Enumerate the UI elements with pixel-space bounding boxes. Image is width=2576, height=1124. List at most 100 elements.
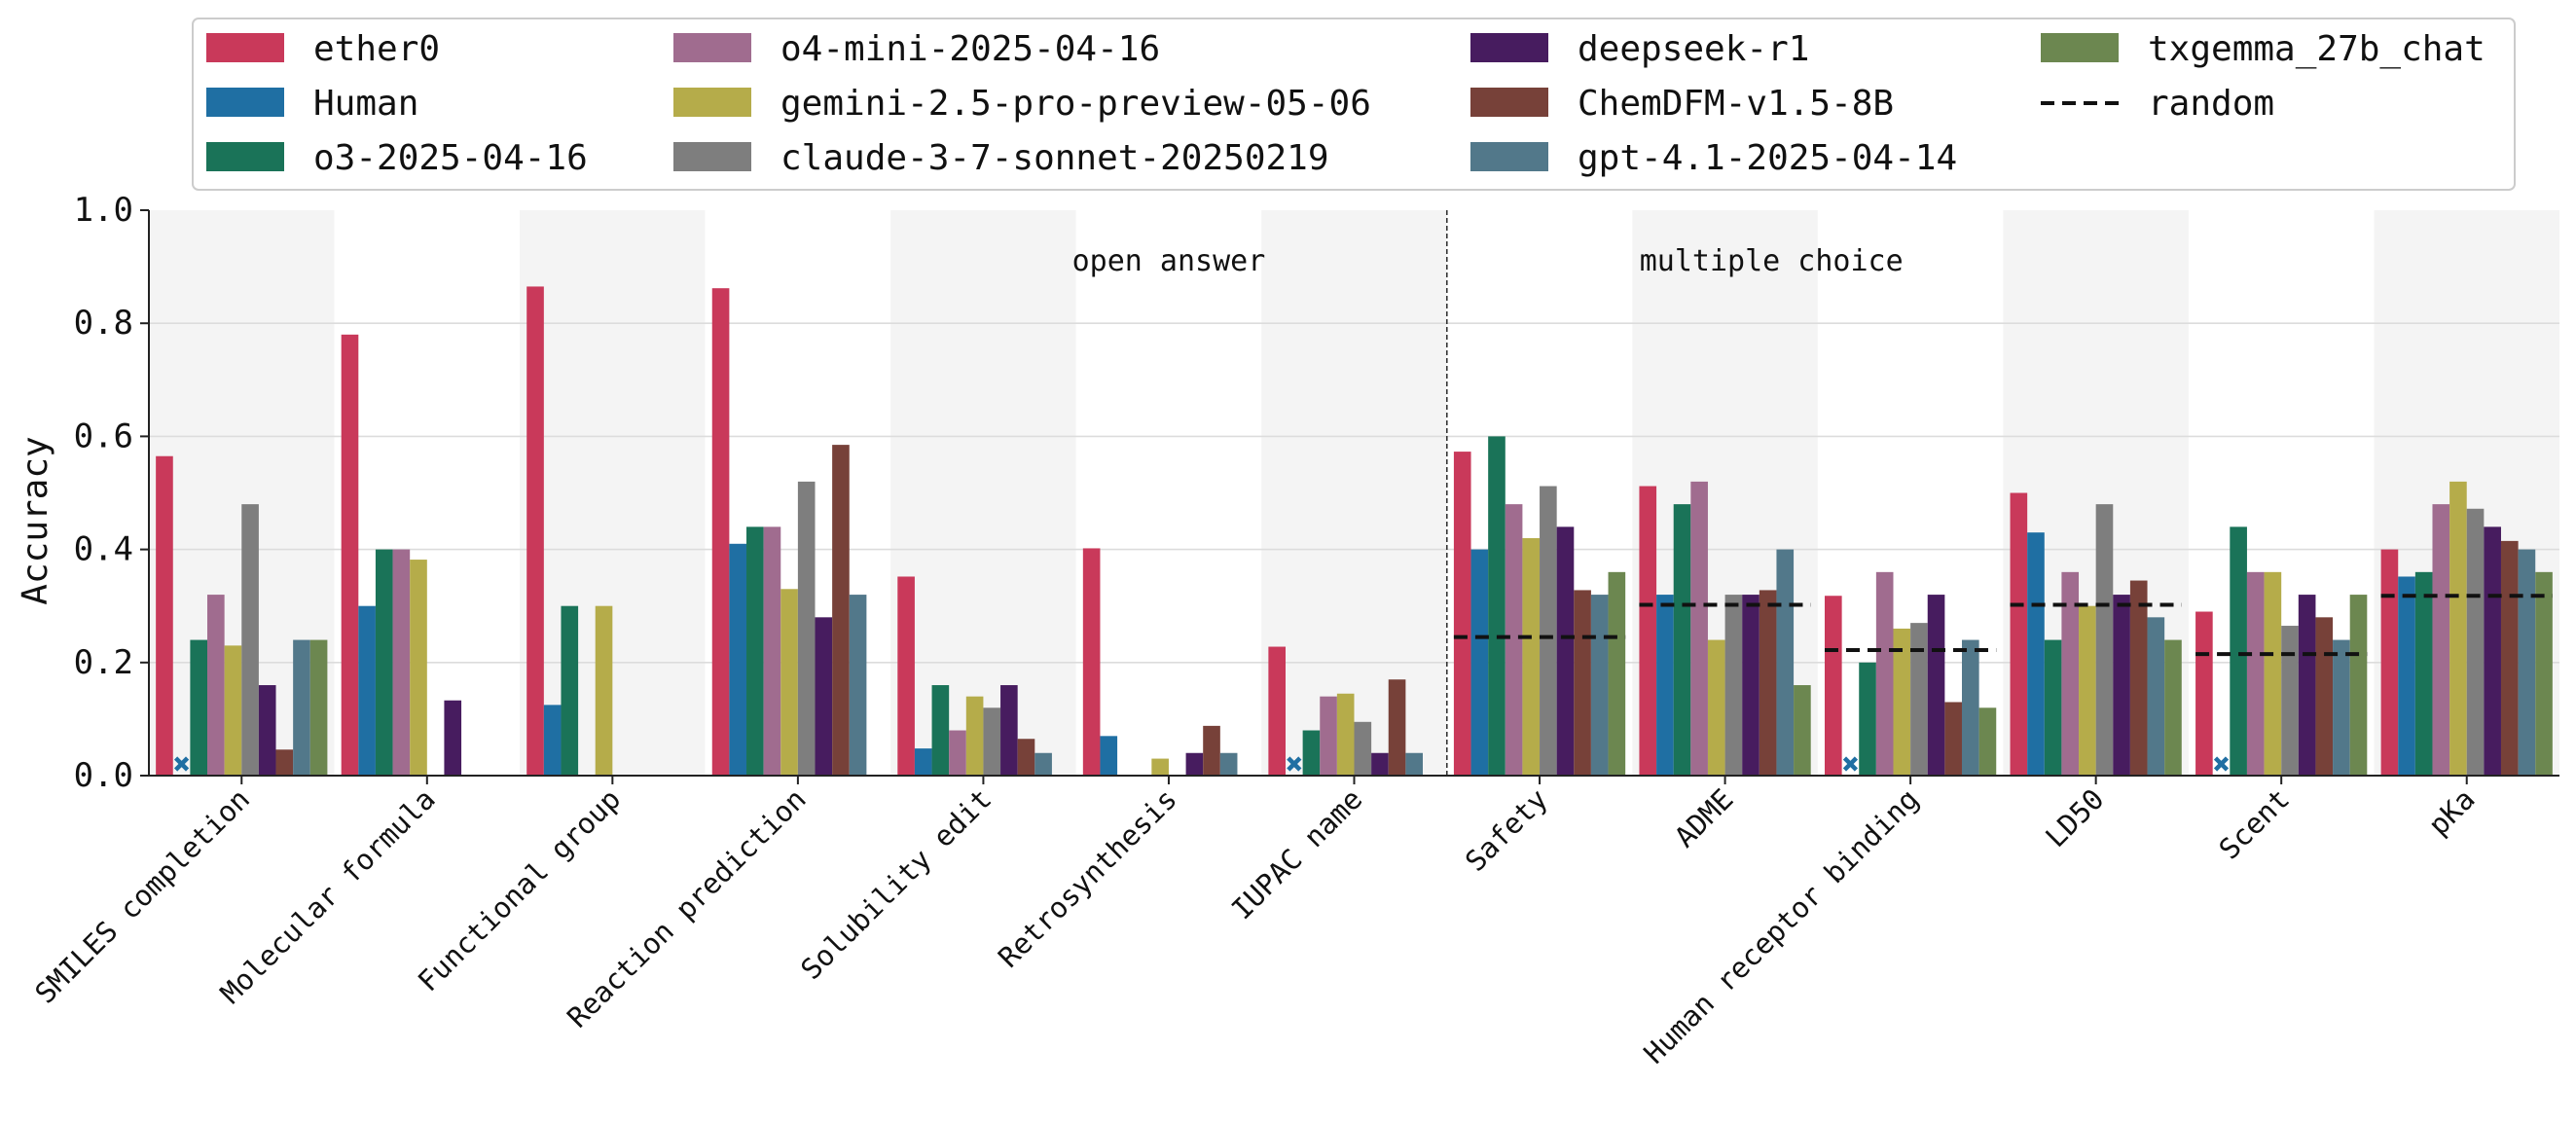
missing-marker-smiles-completion <box>173 756 190 772</box>
bar-ld50-deepseek-r1 <box>2113 595 2130 776</box>
bar-pka-ether0 <box>2380 549 2399 776</box>
band-iupac-name <box>1261 210 1447 776</box>
legend-item-gpt-4-1-2025-04-14: gpt-4.1-2025-04-14 <box>1470 138 1957 178</box>
bar-ld50-o4-mini-2025-04-16 <box>2061 571 2080 776</box>
bar-scent-chemdfm-v1-5-8b <box>2315 617 2334 776</box>
bar-functional-group-ether0 <box>526 286 544 776</box>
legend: ether0 Human o3-2025-04-16 o4-mini-2025-04-… <box>192 18 2516 191</box>
band-retrosynthesis <box>1075 210 1262 776</box>
bar-smiles-completion-o3-2025-04-16 <box>190 639 208 776</box>
bar-reaction-prediction-chemdfm-v1-5-8b <box>832 445 850 776</box>
legend-swatch <box>673 33 751 62</box>
bar-adme-claude-3-7-sonnet-20250219 <box>1724 595 1743 776</box>
legend-item-ether0: ether0 <box>206 29 440 69</box>
legend-swatch <box>206 88 284 117</box>
bar-molecular-formula-deepseek-r1 <box>444 700 462 776</box>
legend-swatch <box>2041 33 2119 62</box>
bar-reaction-prediction-o4-mini-2025-04-16 <box>763 526 781 776</box>
bar-human-receptor-binding-o3-2025-04-16 <box>1859 662 1876 776</box>
bar-safety-o3-2025-04-16 <box>1488 436 1506 776</box>
bar-safety-chemdfm-v1-5-8b <box>1574 590 1591 776</box>
legend-item-claude-3-7-sonnet-20250219: claude-3-7-sonnet-20250219 <box>673 138 1329 178</box>
section-label-multiple-choice: multiple choice <box>1640 244 1904 278</box>
bar-molecular-formula-o3-2025-04-16 <box>375 549 393 776</box>
legend-swatch <box>206 142 284 171</box>
legend-label: o4-mini-2025-04-16 <box>780 29 1160 69</box>
missing-marker-iupac-name <box>1287 756 1302 772</box>
y-tick-label-0-6: 0.6 <box>74 417 133 455</box>
y-axis-title: Accuracy <box>16 436 55 604</box>
bar-scent-o3-2025-04-16 <box>2230 526 2247 776</box>
bar-pka-deepseek-r1 <box>2484 526 2501 776</box>
marker-stroke <box>1287 756 1302 772</box>
marker-stroke <box>173 756 190 772</box>
bar-iupac-name-o4-mini-2025-04-16 <box>1320 696 1337 776</box>
bar-smiles-completion-o4-mini-2025-04-16 <box>207 595 225 776</box>
bar-safety-txgemma-27b-chat <box>1608 571 1626 776</box>
bar-iupac-name-claude-3-7-sonnet-20250219 <box>1354 721 1372 776</box>
bar-ld50-gpt-4-1-2025-04-14 <box>2147 617 2165 776</box>
bar-adme-gpt-4-1-2025-04-14 <box>1776 549 1795 776</box>
bar-solubility-edit-deepseek-r1 <box>1000 685 1018 776</box>
bar-smiles-completion-chemdfm-v1-5-8b <box>275 749 294 776</box>
bar-adme-txgemma-27b-chat <box>1794 685 1811 776</box>
bar-human-receptor-binding-ether0 <box>1824 596 1842 776</box>
bar-pka-gemini-2-5-pro-preview-05-06 <box>2449 481 2467 776</box>
bar-molecular-formula-ether0 <box>341 334 359 776</box>
legend-swatch <box>1470 142 1548 171</box>
bar-smiles-completion-gemini-2-5-pro-preview-05-06 <box>224 645 242 776</box>
bar-solubility-edit-claude-3-7-sonnet-20250219 <box>983 707 1001 776</box>
bar-molecular-formula-o4-mini-2025-04-16 <box>392 549 411 776</box>
legend-swatch <box>1470 33 1548 62</box>
x-tick-label-smiles-completion: SMILES completion <box>28 782 256 1010</box>
x-tick-label-solubility-edit: Solubility edit <box>794 782 998 986</box>
bar-adme-deepseek-r1 <box>1742 595 1760 776</box>
bar-retrosynthesis-gpt-4-1-2025-04-14 <box>1219 752 1238 776</box>
bar-retrosynthesis-ether0 <box>1082 548 1101 776</box>
bar-ld50-gemini-2-5-pro-preview-05-06 <box>2079 605 2096 776</box>
bar-smiles-completion-gpt-4-1-2025-04-14 <box>293 639 310 776</box>
bar-human-receptor-binding-chemdfm-v1-5-8b <box>1944 702 1962 776</box>
bar-scent-ether0 <box>2195 611 2213 776</box>
section-labels: open answer multiple choice <box>1072 244 1904 278</box>
legend-label: deepseek-r1 <box>1578 29 1809 69</box>
bar-iupac-name-o3-2025-04-16 <box>1302 730 1321 776</box>
bar-reaction-prediction-claude-3-7-sonnet-20250219 <box>797 481 816 776</box>
bar-functional-group-human <box>543 705 562 776</box>
y-tick-labels: 0.0 0.2 0.4 0.6 0.8 1.0 <box>74 191 133 795</box>
section-label-open-answer: open answer <box>1072 244 1266 278</box>
bar-solubility-edit-chemdfm-v1-5-8b <box>1017 739 1035 776</box>
bar-solubility-edit-gemini-2-5-pro-preview-05-06 <box>965 696 984 776</box>
legend-item-txgemma-27b-chat: txgemma_27b_chat <box>2041 29 2485 69</box>
bar-iupac-name-deepseek-r1 <box>1371 752 1389 776</box>
marker-stroke <box>1842 756 1859 772</box>
bar-human-receptor-binding-txgemma-27b-chat <box>1978 707 1997 776</box>
x-tick-label-functional-group: Functional group <box>412 782 628 998</box>
bar-reaction-prediction-gemini-2-5-pro-preview-05-06 <box>780 589 798 776</box>
bar-safety-ether0 <box>1453 452 1471 776</box>
legend-label: o3-2025-04-16 <box>313 138 588 178</box>
bar-adme-ether0 <box>1639 486 1657 776</box>
legend-item-human: Human <box>206 84 418 124</box>
bar-safety-gemini-2-5-pro-preview-05-06 <box>1522 537 1541 776</box>
bar-human-receptor-binding-deepseek-r1 <box>1927 595 1945 776</box>
missing-markers <box>173 756 2230 772</box>
bar-adme-o3-2025-04-16 <box>1673 504 1691 776</box>
bar-ld50-txgemma-27b-chat <box>2164 639 2182 776</box>
bar-pka-o4-mini-2025-04-16 <box>2432 504 2450 776</box>
bar-scent-o4-mini-2025-04-16 <box>2246 571 2265 776</box>
bar-ld50-ether0 <box>2010 492 2028 776</box>
legend-box <box>192 18 2516 191</box>
y-tick-label-0-8: 0.8 <box>74 304 133 343</box>
legend-label: Human <box>313 84 418 124</box>
bar-pka-txgemma-27b-chat <box>2535 571 2553 776</box>
bar-safety-gpt-4-1-2025-04-14 <box>1590 595 1609 776</box>
x-tick-label-retrosynthesis: Retrosynthesis <box>992 782 1183 974</box>
legend-item-o4-mini-2025-04-16: o4-mini-2025-04-16 <box>673 29 1160 69</box>
bar-scent-claude-3-7-sonnet-20250219 <box>2281 626 2299 776</box>
legend-label: txgemma_27b_chat <box>2148 29 2485 69</box>
legend-swatch <box>673 142 751 171</box>
